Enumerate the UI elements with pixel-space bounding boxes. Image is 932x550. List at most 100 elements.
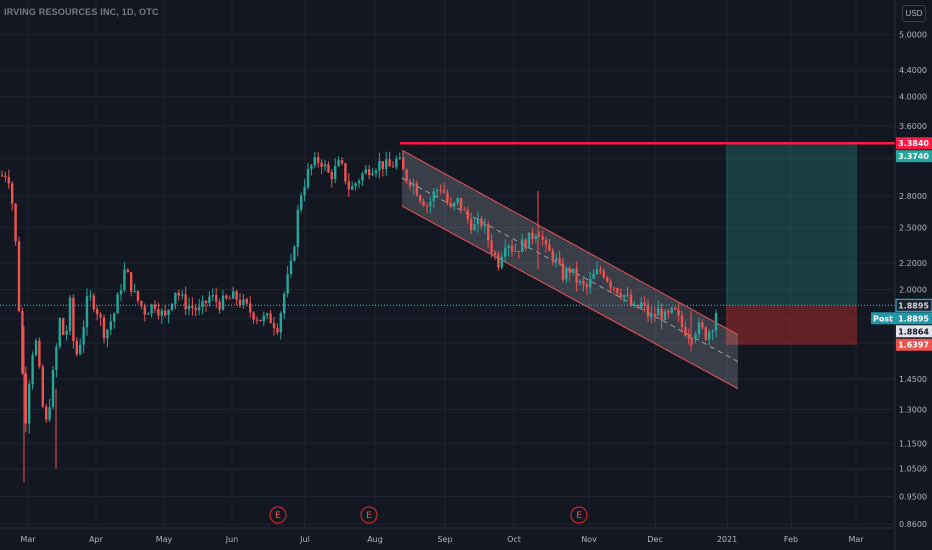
candle-body (238, 299, 242, 305)
candle (99, 311, 102, 326)
candle-body (310, 165, 313, 170)
candle (62, 317, 65, 336)
candle-body (412, 183, 415, 187)
candle-body (517, 250, 520, 253)
candle-body (623, 294, 626, 298)
candle (660, 303, 663, 330)
candle (272, 316, 276, 336)
price-tick-label: 1.3000 (899, 405, 927, 414)
candle-body (116, 294, 119, 314)
candle-body (79, 344, 82, 355)
candle (201, 295, 204, 315)
candle (629, 289, 633, 307)
candle (582, 276, 585, 292)
price-tag-text: 3.3840 (898, 139, 929, 148)
candle-body (660, 308, 663, 321)
candle (96, 305, 99, 321)
candle-body (694, 334, 697, 340)
candle (425, 203, 429, 214)
candle-body (255, 319, 259, 321)
price-tick-label: 0.9500 (899, 493, 927, 502)
candle (337, 156, 340, 167)
candle (663, 309, 667, 321)
candle-body (289, 260, 293, 275)
candle (140, 300, 143, 310)
price-tag-bg (896, 150, 932, 163)
candle (500, 252, 503, 270)
candle (306, 163, 310, 190)
earnings-marker: E (570, 506, 588, 524)
candle (17, 236, 21, 313)
candle-body (45, 406, 48, 420)
candle (133, 283, 136, 293)
candle (136, 290, 140, 304)
candle (504, 239, 507, 263)
candle-body (561, 263, 565, 280)
candle (235, 289, 238, 306)
candle-body (300, 195, 303, 210)
time-axis[interactable]: Mar Apr May Jun Jul Aug Sep Oct Nov Dec 2021 Feb Mar (20, 535, 864, 544)
candle (646, 299, 650, 323)
symbol-title[interactable]: IRVING RESOURCES INC, 1D, OTC (4, 7, 159, 17)
earnings-label: E (275, 511, 281, 521)
candle (442, 183, 446, 194)
candle (473, 217, 476, 231)
candle (45, 403, 48, 423)
candle-body (674, 307, 677, 310)
candle (225, 294, 228, 300)
candle (381, 161, 384, 177)
candle-body (565, 268, 568, 280)
candle (7, 169, 10, 189)
position-zones (726, 144, 857, 345)
price-tag-post: 1.8895 Post (871, 312, 932, 325)
candle (612, 286, 616, 295)
candle (41, 364, 44, 408)
candle (595, 261, 599, 276)
candle (395, 155, 398, 170)
candle-body (0, 175, 4, 177)
candle (334, 158, 337, 184)
candle (534, 233, 537, 244)
candle (453, 201, 456, 211)
candle-body (599, 269, 602, 272)
candle-body (388, 159, 391, 167)
candle-body (221, 295, 225, 310)
candle-body (354, 183, 357, 187)
candle-body (211, 295, 214, 297)
candle (164, 305, 167, 318)
price-tick-label: 4.0000 (899, 93, 927, 102)
candle-body (259, 319, 262, 322)
candle (252, 311, 255, 324)
candle-body (351, 186, 354, 190)
candle (65, 325, 68, 341)
candle-body (242, 299, 245, 305)
month-label: Oct (507, 535, 521, 544)
candle (606, 275, 609, 283)
candle-body (582, 280, 585, 285)
candle-body (636, 305, 639, 308)
candle-body (493, 252, 497, 255)
candle-body (167, 309, 170, 316)
candle (517, 250, 520, 259)
price-tag-last: 1.8895 (895, 298, 932, 312)
candle (79, 338, 82, 356)
candle (177, 289, 180, 301)
price-tag-text: 1.8864 (898, 327, 929, 336)
candle-body (4, 175, 7, 178)
candle (14, 203, 17, 246)
candle (521, 233, 524, 253)
currency-button[interactable]: USD (902, 5, 926, 22)
price-tick-label: 2.2000 (899, 259, 927, 268)
candle-body (402, 157, 405, 170)
candle-body (327, 164, 330, 173)
month-label: Jul (299, 535, 310, 544)
candle (708, 329, 711, 346)
candle (123, 262, 126, 293)
candle-body (609, 281, 612, 288)
candle-body (99, 314, 102, 318)
candle-body (578, 280, 582, 283)
candle-body (640, 302, 643, 308)
candle (687, 328, 690, 345)
